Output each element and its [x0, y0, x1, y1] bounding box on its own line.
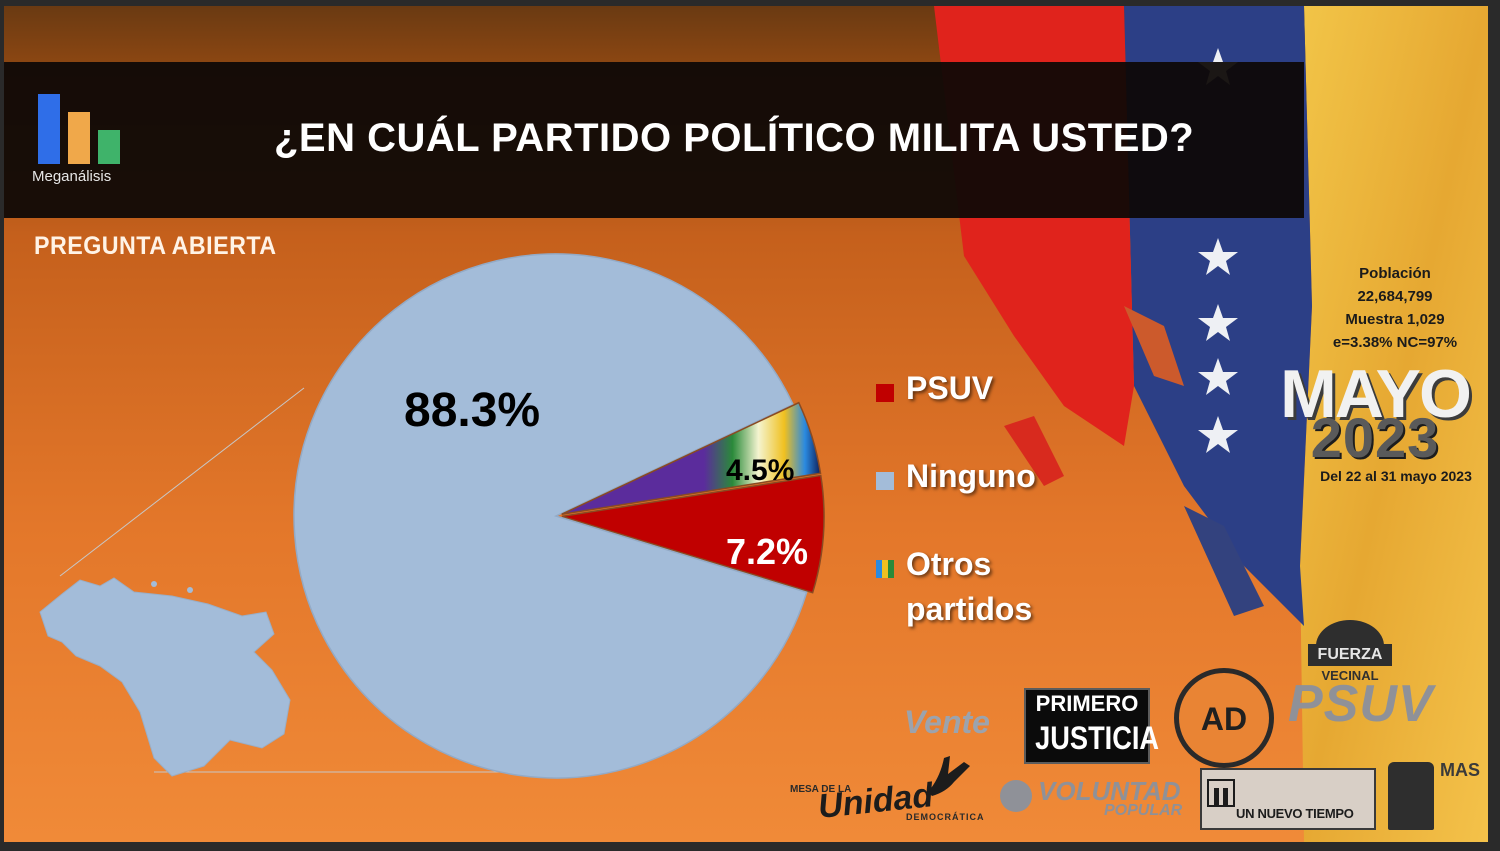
vp-logo-sub: POPULAR	[1104, 802, 1183, 819]
population-value: 22,684,799	[1357, 288, 1433, 305]
pie-group: 7.2% 88.3% 4.5%	[293, 253, 825, 779]
logo-bar-orange	[68, 112, 90, 164]
mud-hand-icon	[928, 756, 970, 796]
pie-slice-ninguno	[293, 253, 808, 779]
survey-month: MAYO	[1280, 356, 1472, 432]
logo-bar-blue	[38, 94, 60, 164]
mud-logo-top: MESA DE LA	[790, 784, 852, 795]
fuerza-vecinal-logo: FUERZA VECINAL	[1308, 620, 1392, 690]
pj-logo-line2: JUSTICIA	[1035, 720, 1160, 756]
legend-label-otros-line1: Otros	[906, 546, 992, 582]
legend-label-otros: Otros partidos	[906, 542, 1076, 632]
vente-logo: Vente	[904, 704, 990, 740]
legend-label-psuv: PSUV	[906, 370, 994, 406]
ad-logo-text: AD	[1200, 701, 1248, 737]
psuv-logo: PSUV	[1288, 675, 1434, 733]
primero-justicia-logo: PRIMERO JUSTICIA	[1024, 688, 1160, 764]
venezuela-map	[39, 387, 504, 777]
accion-democratica-logo: AD	[1174, 668, 1274, 768]
data-label-psuv: 7.2%	[726, 531, 808, 572]
survey-year: 2023	[1310, 406, 1440, 469]
mas-logo-text: MAS	[1440, 758, 1480, 782]
legend-swatch-otros	[876, 560, 894, 578]
error-confidence: e=3.38% NC=97%	[1332, 334, 1458, 351]
data-label-ninguno: 88.3%	[404, 384, 540, 437]
pie-slice-otros	[561, 401, 822, 515]
mud-logo: MESA DE LA Unidad DEMOCRÁTICA	[790, 748, 1000, 828]
voluntad-popular-logo: VOLUNTAD POPULAR	[1000, 776, 1190, 828]
data-label-otros: 4.5%	[726, 454, 794, 487]
legend-label-otros-line2: partidos	[906, 591, 1033, 627]
fv-logo-line2: VECINAL	[1321, 668, 1379, 683]
pj-logo-line1: PRIMERO	[1035, 691, 1139, 716]
slide: Meganálisis ¿EN CUÁL PARTIDO POLÍTICO MI…	[4, 6, 1488, 842]
mud-logo-bottom: DEMOCRÁTICA	[906, 812, 985, 822]
un-nuevo-tiempo-logo: UN NUEVO TIEMPO	[1200, 768, 1376, 830]
meganalisis-logo: Meganálisis	[32, 92, 142, 192]
population-label: Población	[1359, 265, 1431, 282]
sample-size: Muestra 1,029	[1345, 311, 1445, 328]
question-type: PREGUNTA ABIERTA	[34, 232, 277, 260]
legend-label-ninguno: Ninguno	[906, 458, 1036, 494]
pie-slice-psuv	[561, 474, 825, 594]
fuerza-vecinal-dome-icon	[1316, 620, 1384, 646]
page-title: ¿EN CUÁL PARTIDO POLÍTICO MILITA USTED?	[274, 116, 1195, 160]
title-bar	[4, 62, 1304, 218]
unt-logo-text: UN NUEVO TIEMPO	[1236, 806, 1354, 821]
legend-swatch-psuv	[876, 384, 894, 402]
survey-dates: Del 22 al 31 mayo 2023	[1320, 468, 1472, 484]
mas-logo: MAS	[1386, 758, 1480, 834]
fv-logo-line1: FUERZA	[1308, 644, 1392, 666]
vp-logo-main: VOLUNTAD	[1038, 776, 1181, 806]
logo-bar-green	[98, 130, 120, 164]
pie-chart: 7.2% 88.3% 4.5%	[39, 253, 825, 779]
vp-circle-icon	[1000, 780, 1032, 812]
mas-fist-icon	[1388, 762, 1434, 830]
unt-building-icon	[1207, 779, 1235, 807]
brand-name: Meganálisis	[32, 168, 112, 185]
legend-swatch-ninguno	[876, 472, 894, 490]
survey-info: Población 22,684,799 Muestra 1,029 e=3.3…	[1310, 262, 1480, 354]
